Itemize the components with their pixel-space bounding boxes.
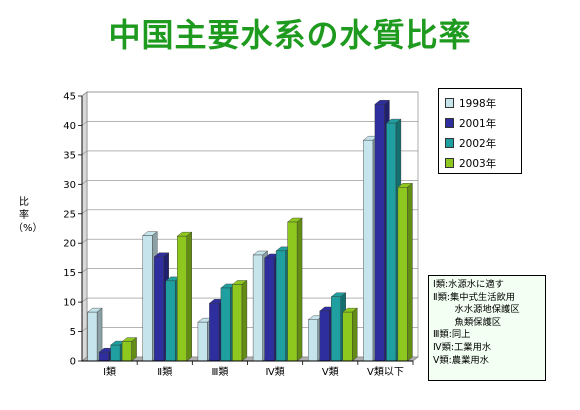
x-tick-label: Ⅳ類 xyxy=(265,366,284,378)
axes: 0 5 10 15 20 25 30 35 40 45 Ⅰ類 Ⅱ類 Ⅲ類 Ⅳ類 Ⅴ類 Ⅴ類以下 xyxy=(63,92,414,378)
legend-item: 2001年 xyxy=(445,113,517,133)
y-tick-label: 20 xyxy=(63,239,76,250)
gridline xyxy=(81,121,88,126)
bar-side xyxy=(407,182,413,362)
bar xyxy=(121,337,138,362)
note-line: Ⅰ類:水源水に適す xyxy=(433,279,504,290)
page-title: 中国主要水系の水質比率 xyxy=(108,16,472,54)
bars xyxy=(87,99,413,362)
note-line: 魚類保護区 xyxy=(433,316,502,328)
bar-front xyxy=(374,104,385,362)
note-line: 水水源地保護区 xyxy=(433,304,520,316)
legend-swatch xyxy=(445,118,454,128)
bar xyxy=(397,182,413,362)
y-tick-label: 15 xyxy=(63,268,76,279)
bar-front xyxy=(154,256,164,362)
legend-swatch xyxy=(445,98,454,108)
gridline xyxy=(81,327,88,332)
x-tick-label: Ⅲ類 xyxy=(211,366,228,378)
legend-item: 1998年 xyxy=(445,93,517,113)
y-tick-label: 30 xyxy=(63,180,76,191)
bar-front xyxy=(209,303,220,362)
y-tick-label: 10 xyxy=(63,298,76,309)
y-axis-title-line: 比 xyxy=(19,197,29,208)
legend-label: 2001年 xyxy=(459,117,497,130)
bar-front xyxy=(386,122,397,362)
gridline xyxy=(81,150,88,156)
bar-side xyxy=(352,307,358,362)
bar-front xyxy=(98,351,109,362)
bar xyxy=(342,307,358,362)
y-tick-label: 25 xyxy=(63,209,76,220)
gridlines xyxy=(81,91,419,362)
bar-front xyxy=(319,310,330,362)
legend-item: 2002年 xyxy=(445,133,517,153)
legend-label: 1998年 xyxy=(459,97,497,110)
legend-item: 2003年 xyxy=(445,153,517,173)
legend-swatch xyxy=(445,138,454,148)
bar xyxy=(287,217,303,362)
y-axis-title: 比 率 （%） xyxy=(13,196,43,235)
y-axis-title-line: 率 xyxy=(19,210,29,221)
bar-front xyxy=(397,187,408,362)
bar-front xyxy=(232,284,243,362)
legend-label: 2003年 xyxy=(459,157,497,170)
bar-front xyxy=(121,341,132,362)
y-tick-label: 45 xyxy=(63,92,76,103)
bar-front xyxy=(87,311,98,362)
legend: 1998年 2001年 2002年 2003年 xyxy=(438,88,522,174)
bar-front xyxy=(197,321,208,362)
x-tick-label: Ⅴ類以下 xyxy=(367,366,404,378)
y-axis-title-line: （%） xyxy=(13,223,43,234)
note-line: Ⅱ類:集中式生活飲用 xyxy=(433,291,516,303)
x-tick-label: Ⅱ類 xyxy=(157,366,172,378)
legend-swatch xyxy=(445,158,454,168)
water-class-note: Ⅰ類:水源水に適す Ⅱ類:集中式生活飲用 水水源地保護区 魚類保護区 Ⅲ類:同上 Ⅳ類… xyxy=(428,275,546,381)
bar-side xyxy=(296,217,303,362)
bar-front xyxy=(220,287,231,362)
bar xyxy=(176,231,193,362)
y-tick-label: 5 xyxy=(70,327,76,338)
gridline xyxy=(81,297,88,303)
bar xyxy=(231,280,248,362)
y-tick-label: 40 xyxy=(63,121,76,132)
plot-side-wall xyxy=(81,91,88,362)
bar-front xyxy=(363,139,374,362)
bar-front xyxy=(308,319,318,362)
bar-front xyxy=(177,235,187,362)
note-line: Ⅴ類:農業用水 xyxy=(433,354,489,366)
y-tick-label: 0 xyxy=(70,357,76,368)
bar-front xyxy=(252,254,263,362)
legend-label: 2002年 xyxy=(459,137,497,150)
x-tick-label: Ⅴ類 xyxy=(322,366,339,378)
note-line: Ⅲ類:同上 xyxy=(433,329,471,341)
bar-front xyxy=(331,296,341,362)
y-tick-label: 35 xyxy=(63,150,76,161)
bar-side xyxy=(186,231,192,362)
gridline xyxy=(81,238,88,244)
gridline xyxy=(81,91,88,97)
bar-front xyxy=(110,344,121,362)
x-tick-label: Ⅰ類 xyxy=(103,366,116,378)
plot-back-wall xyxy=(86,91,419,358)
bar-front xyxy=(165,280,176,362)
bar-front xyxy=(275,250,286,362)
bar-side xyxy=(131,337,137,362)
bar-front xyxy=(264,257,275,362)
gridline xyxy=(81,268,88,273)
gridline xyxy=(81,180,88,185)
bar-front xyxy=(342,311,353,362)
bar-front xyxy=(287,221,298,362)
bar-front xyxy=(142,235,153,362)
bar-side xyxy=(241,280,248,362)
gridline xyxy=(81,209,88,215)
note-line: Ⅳ類:工業用水 xyxy=(433,341,492,353)
